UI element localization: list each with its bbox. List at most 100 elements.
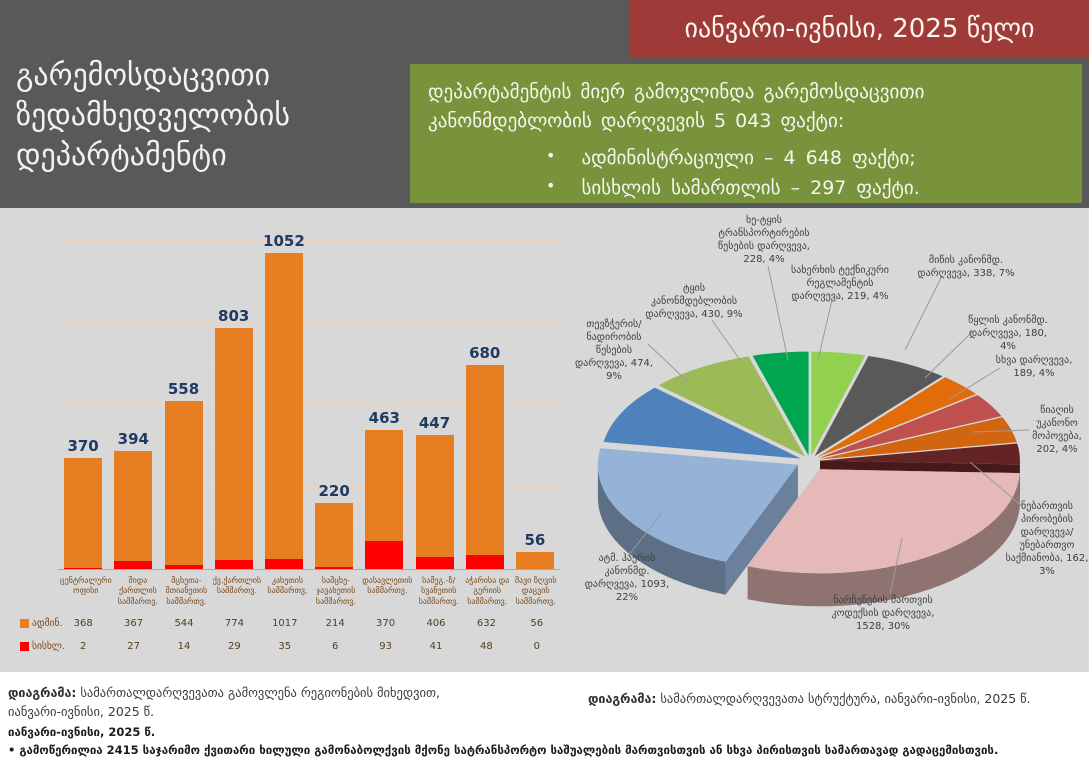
bar-category-label: ქვ.ქართლის სამმართვ.: [212, 576, 262, 596]
period-banner: იანვარი-ივნისი, 2025 წელი: [630, 0, 1089, 57]
caption-bar-chart: დიაგრამა: სამართალდარღვევათა გამოვლენა რ…: [8, 684, 478, 722]
pie-leader-line: [889, 537, 903, 595]
table-cell: 27: [127, 641, 140, 652]
table-cell: 544: [174, 618, 194, 629]
table-cell: 1017: [272, 618, 298, 629]
bar-segment-administrative: [64, 457, 103, 569]
bar-segment-criminal: [415, 556, 454, 569]
pie-slice-label: ნებართვის პირობების დარღვევა/უნებართვო ს…: [1005, 501, 1089, 577]
table-cell: 14: [177, 641, 191, 652]
gridline: [58, 240, 560, 241]
pie-slice-label: მიწის კანონმდ. დარღვევა, 338, 7%: [917, 255, 1015, 279]
caption-bar-chart-text: სამართალდარღვევათა გამოვლენა რეგიონების …: [8, 685, 440, 719]
pie-slice: [817, 377, 977, 458]
bar-column: 1052: [259, 228, 309, 569]
pie-slice: [658, 356, 805, 457]
bar-category-label: დასავლეთის სამმართვ.: [362, 576, 413, 596]
table-cell: 48: [480, 641, 493, 652]
footer-note-text: • გამოწერილია 2415 საჯარიმო ქვითარი ხილუ…: [8, 742, 999, 757]
table-cell: 35: [278, 641, 292, 652]
table-cell: 367: [124, 618, 144, 629]
page-title: გარემოსდაცვითი ზედამხედველობის დეპარტამე…: [16, 58, 290, 174]
bar-value-label: 1052: [263, 232, 305, 251]
table-cell: 370: [376, 618, 396, 629]
header-band: გარემოსდაცვითი ზედამხედველობის დეპარტამე…: [0, 0, 1089, 208]
bar-value-label: 558: [167, 380, 200, 399]
gridline: [58, 404, 560, 405]
pie-slice: [597, 448, 798, 562]
bar-segment-criminal: [465, 554, 504, 569]
pie-slice: [814, 356, 943, 457]
pie-slice: [747, 469, 1020, 574]
table-cell: 774: [224, 618, 244, 629]
bar-segment-criminal: [315, 567, 354, 569]
pie-leader-line: [904, 275, 943, 351]
bar-segment-administrative: [365, 429, 404, 542]
pie-slice: [811, 351, 866, 456]
pie-slice-label: წიაღის უკანონო მოპოვება, 202, 4%: [1032, 405, 1082, 455]
footer-note: იანვარი-ივნისი, 2025 წ. • გამოწერილია 24…: [8, 724, 1070, 760]
bar-category-label: აჭარისა და გურიის სამმართვ.: [465, 576, 510, 606]
summary-bullet-criminal: • სისხლის სამართლის – 297 ფაქტი.: [546, 173, 1064, 203]
table-row-criminal: სისხლ. 2 27 14 29 35 6 93 41 48 0: [6, 635, 562, 658]
gridline: [58, 445, 560, 446]
footer-note-period: იანვარი-ივნისი, 2025 წ.: [8, 725, 156, 739]
table-cell: 632: [476, 618, 496, 629]
period-banner-text: იანვარი-ივნისი, 2025 წელი: [684, 13, 1035, 44]
bar-category-label: მცხეთა-მთიანეთის სამმართვ.: [165, 576, 208, 606]
bar-column: 558: [158, 228, 208, 569]
summary-bullet-admin: • ადმინისტრაციული – 4 648 ფაქტი;: [546, 143, 1064, 173]
bar-segment-administrative: [214, 327, 253, 561]
gridline: [58, 363, 560, 364]
pie-slice-label: თევზჭერის/ნადირობის წესების დარღვევა, 47…: [574, 319, 654, 382]
gridline: [58, 322, 560, 323]
bar-chart-category-axis: ცენტრალური ოფისი შიდა ქართლის სამმართვ. მც…: [58, 576, 560, 607]
bar-column: 56: [510, 228, 560, 569]
legend-swatch: [20, 619, 29, 628]
pie-slice-label: სხვა დარღვევა, 189, 4%: [995, 355, 1073, 379]
bar-column: 394: [108, 228, 158, 569]
summary-box: დეპარტამენტის მიერ გამოვლინდა გარემოსდაც…: [410, 64, 1082, 203]
table-cell: 93: [379, 641, 392, 652]
bar-segment-administrative: [114, 450, 153, 561]
pie-slice-label: წყლის კანონმდ. დარღვევა, 180, 4%: [968, 315, 1048, 352]
bar-column: 370: [58, 228, 108, 569]
table-cell: 368: [73, 618, 93, 629]
charts-band: 370 394 558 803 1052 220 463 447 680 56 ცენტრალურ…: [0, 208, 1089, 672]
gridline: [58, 527, 560, 528]
bar-value-label: 447: [418, 413, 451, 432]
bar-segment-administrative: [164, 401, 203, 565]
bar-value-label: 680: [469, 343, 501, 362]
bar-value-label: 803: [218, 306, 250, 325]
bar-segment-administrative: [315, 502, 354, 568]
pie-slice-label: სახერხის ტექნიკური რეგლამენტის დარღვევა,…: [791, 265, 889, 302]
table-cell: 56: [530, 618, 544, 629]
caption-pie-chart: დიაგრამა: სამართალდარღვევათა სტრუქტურა, …: [588, 690, 1086, 709]
caption-pie-chart-prefix: დიაგრამა:: [588, 691, 657, 706]
bar-segment-criminal: [365, 541, 404, 569]
bullet-dot: •: [546, 176, 556, 196]
bar-value-label: 220: [318, 481, 350, 500]
bar-segment-criminal: [214, 560, 253, 569]
legend-label: ადმინ.: [32, 618, 63, 629]
table-row-administrative: ადმინ. 368 367 544 774 1017 214 370 406 632 56: [6, 612, 562, 635]
summary-bullet-admin-text: ადმინისტრაციული – 4 648 ფაქტი;: [581, 146, 916, 169]
bar-segment-administrative: [264, 253, 303, 559]
pie-chart-panel: სახერხის ტექნიკური რეგლამენტის დარღვევა,…: [570, 208, 1089, 672]
bar-value-label: 370: [67, 436, 99, 455]
bar-column: 220: [309, 228, 359, 569]
table-cell: 0: [533, 641, 540, 652]
table-cell: 29: [228, 641, 241, 652]
bar-value-label: 56: [524, 531, 546, 550]
pie-leader-line: [947, 367, 1001, 401]
pie-leader-line: [647, 343, 689, 383]
bar-category-label: შიდა ქართლის სამმართვ.: [117, 576, 158, 606]
bullet-dot: •: [546, 145, 556, 165]
summary-intro: დეპარტამენტის მიერ გამოვლინდა გარემოსდაც…: [428, 81, 925, 133]
pie-slice-label: ტყის კანონმდებლობის დარღვევა, 430, 9%: [645, 283, 743, 320]
bar-column: 680: [460, 228, 510, 569]
pie-slice: [818, 395, 1002, 459]
caption-pie-chart-text: სამართალდარღვევათა სტრუქტურა, იანვარი-ივ…: [656, 691, 1031, 706]
caption-bar-chart-prefix: დიაგრამა:: [8, 685, 77, 700]
